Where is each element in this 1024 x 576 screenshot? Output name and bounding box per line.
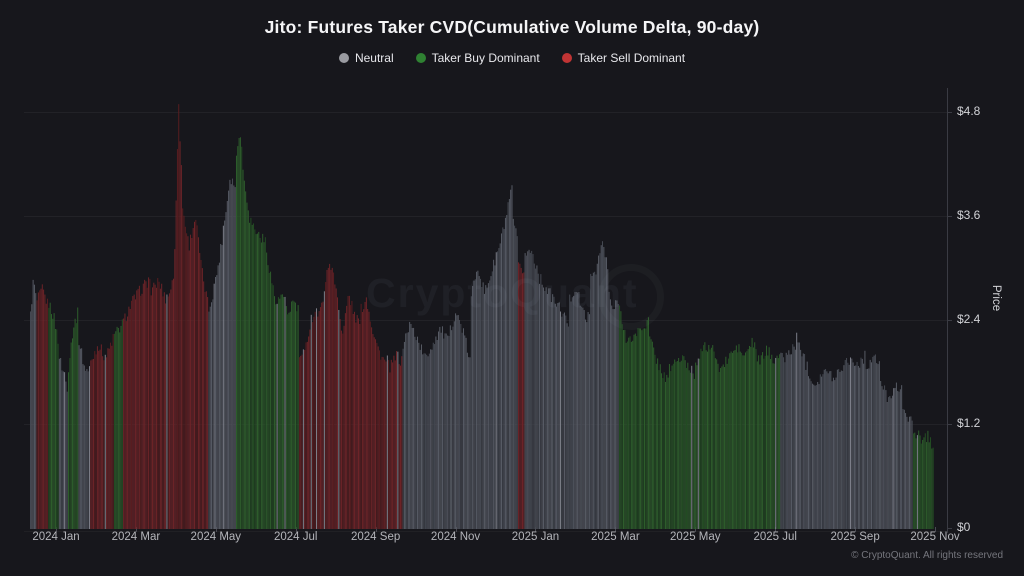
x-tick-label: 2024 Mar xyxy=(111,531,161,543)
y-axis-title: Price xyxy=(990,284,1002,312)
chart-title: Jito: Futures Taker CVD(Cumulative Volum… xyxy=(264,17,760,37)
x-tick-label: 2024 Jan xyxy=(32,531,80,543)
y-tick-label: $1.2 xyxy=(957,415,981,430)
x-tick-label: 2025 Sep xyxy=(830,531,880,543)
x-tick-label: 2025 Nov xyxy=(910,531,960,543)
legend-item-label: Neutral xyxy=(354,51,394,65)
y-tick-label: $2.4 xyxy=(957,311,981,326)
legend-item-label: Taker Sell Dominant xyxy=(577,51,686,65)
x-tick-label: 2024 May xyxy=(190,531,242,543)
legend-item-label: Taker Buy Dominant xyxy=(431,51,540,65)
chart-legend: Neutral Taker Buy Dominant Taker Sell Domi… xyxy=(0,49,1024,67)
x-tick-label: 2025 May xyxy=(670,531,721,543)
x-tick-label: 2024 Nov xyxy=(430,531,481,543)
x-tick-label: 2025 Mar xyxy=(591,531,640,543)
x-tick-label: 2025 Jan xyxy=(511,531,560,543)
y-tick-label: $0 xyxy=(957,519,971,534)
x-tick-label: 2024 Jul xyxy=(273,531,318,543)
copyright-note: © CryptoQuant. All rights reserved xyxy=(851,550,1003,561)
legend-item-neutral[interactable]: Neutral xyxy=(338,51,394,65)
buy-legend-dot-icon xyxy=(415,53,426,63)
y-tick-label: $4.8 xyxy=(957,103,981,118)
x-tick-label: 2025 Jul xyxy=(753,531,797,543)
sell-legend-dot-icon xyxy=(561,53,572,63)
x-tick-label: 2024 Sep xyxy=(351,531,401,543)
legend-item-buy[interactable]: Taker Buy Dominant xyxy=(415,51,540,65)
neutral-legend-dot-icon xyxy=(338,53,349,63)
legend-item-sell[interactable]: Taker Sell Dominant xyxy=(561,51,686,65)
y-tick-label: $3.6 xyxy=(957,207,981,222)
